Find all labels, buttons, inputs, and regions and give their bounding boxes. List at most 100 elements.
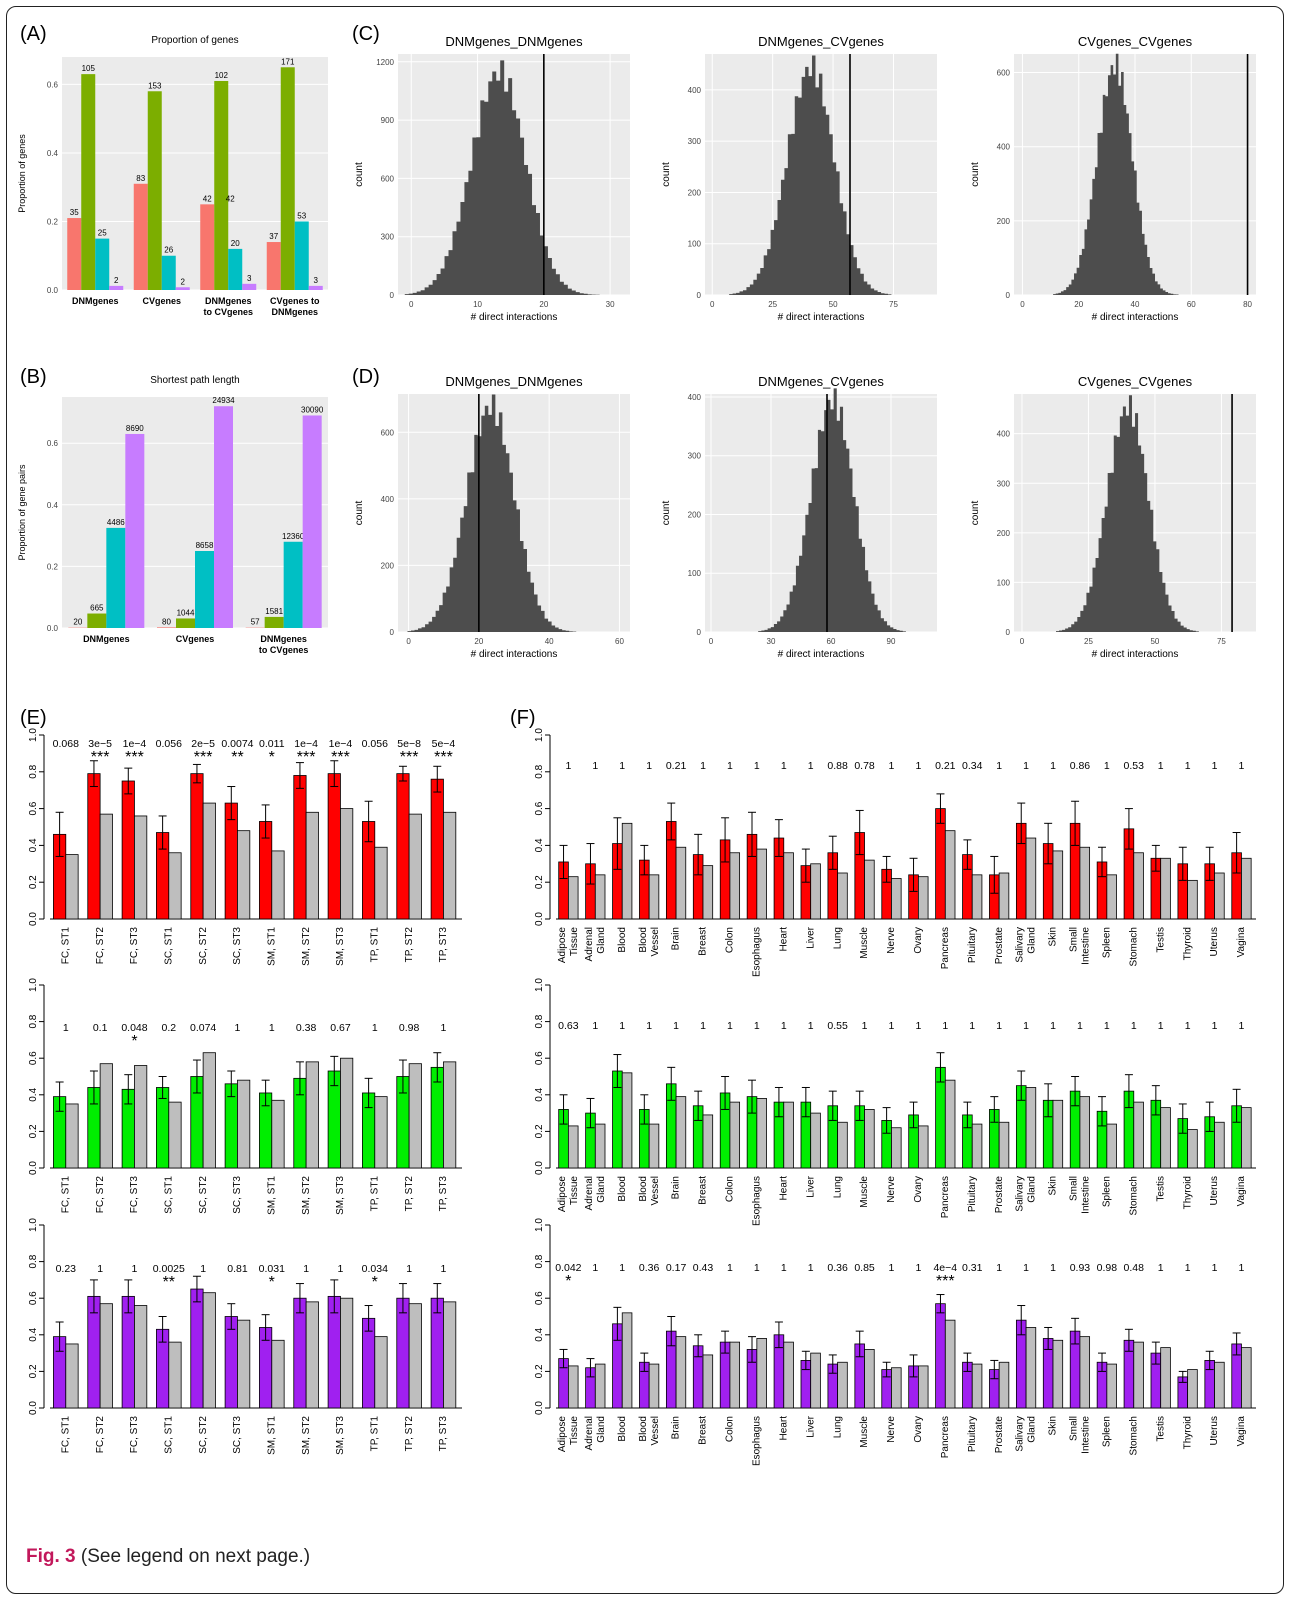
x-tick-label: Gland xyxy=(596,1176,607,1203)
y-tick-label: 0.2 xyxy=(28,1124,39,1138)
bar xyxy=(65,1103,79,1169)
x-tick-label: TP, ST1 xyxy=(369,1416,380,1452)
x-axis-label: # direct interactions xyxy=(1092,312,1179,323)
bar xyxy=(67,218,82,290)
bar xyxy=(214,80,229,290)
bar xyxy=(729,852,741,920)
p-value-label: 1 xyxy=(565,760,571,772)
y-tick-label: 0.4 xyxy=(534,1327,545,1341)
x-tick-label: Heart xyxy=(778,1176,789,1201)
p-value-label: 1 xyxy=(200,1263,206,1275)
bar xyxy=(1160,1347,1171,1409)
bar xyxy=(567,1365,579,1409)
p-value-label: 5e−8 xyxy=(397,738,421,750)
x-tick-label: 25 xyxy=(1084,637,1093,646)
p-value-label: 1 xyxy=(1023,1020,1029,1032)
bar xyxy=(443,1061,457,1169)
y-tick-label: 0.2 xyxy=(28,1364,39,1378)
x-tick-label: Stomach xyxy=(1128,1176,1139,1215)
x-tick-label: Spleen xyxy=(1101,1416,1112,1447)
p-value-label: 1 xyxy=(781,1020,787,1032)
x-tick-label: 0 xyxy=(709,637,714,646)
x-tick-label: TP, ST1 xyxy=(369,1176,380,1212)
bar xyxy=(756,848,767,920)
bar xyxy=(305,1061,319,1169)
bar xyxy=(283,541,303,628)
x-tick-label: Brain xyxy=(671,1176,682,1199)
chart-title: DNMgenes_CVgenes xyxy=(758,374,884,389)
bar xyxy=(837,1361,848,1409)
x-tick-label: Esophagus xyxy=(751,1176,762,1226)
bar xyxy=(1214,1121,1225,1169)
p-value-label: 0.074 xyxy=(190,1022,216,1034)
y-tick-label: 0.6 xyxy=(534,1291,545,1305)
bar xyxy=(1079,1096,1091,1169)
y-tick-label: 0.8 xyxy=(28,764,39,778)
x-tick-label: SC, ST1 xyxy=(163,1416,174,1454)
bar xyxy=(594,1123,606,1169)
p-value-label: 1 xyxy=(441,1263,447,1275)
p-value-label: 5e−4 xyxy=(432,738,456,750)
bar xyxy=(99,813,113,920)
x-axis-label: # direct interactions xyxy=(778,312,865,323)
x-tick-label: 50 xyxy=(1150,637,1159,646)
p-value-label: 1 xyxy=(372,1022,378,1034)
x-tick-label: 0 xyxy=(710,300,715,309)
bar xyxy=(237,1079,251,1169)
bar xyxy=(305,811,319,920)
data-label: 3 xyxy=(314,276,319,285)
y-tick-label: 300 xyxy=(688,452,702,461)
bar xyxy=(917,1365,929,1409)
bar xyxy=(408,1303,422,1409)
bar xyxy=(280,67,295,290)
bar xyxy=(1025,1327,1037,1409)
p-value-label: 1 xyxy=(1158,760,1164,772)
x-tick-label: Spleen xyxy=(1101,1176,1112,1207)
bar xyxy=(293,1297,307,1409)
x-tick-label: Uterus xyxy=(1209,1416,1220,1445)
bar xyxy=(594,874,606,920)
bar xyxy=(1052,850,1064,920)
significance-stars: ** xyxy=(231,749,243,766)
x-tick-label: 60 xyxy=(615,637,624,646)
x-tick-label: TP, ST3 xyxy=(438,1416,449,1452)
x-tick-label: Lung xyxy=(832,1176,843,1198)
bar xyxy=(971,874,983,920)
data-label: 8658 xyxy=(196,541,214,550)
y-tick-label: 0 xyxy=(390,291,395,300)
p-value-label: 1 xyxy=(619,1020,625,1032)
x-tick-label: Vessel xyxy=(650,927,661,956)
p-value-label: 1 xyxy=(889,1020,895,1032)
x-tick-label: DNMgenes xyxy=(260,634,307,644)
x-tick-label: Tissue xyxy=(569,1416,580,1446)
p-value-label: 3e−5 xyxy=(88,738,112,750)
x-tick-label: Stomach xyxy=(1128,927,1139,966)
data-label: 53 xyxy=(297,211,306,220)
p-value-label: 0.042 xyxy=(555,1262,581,1274)
y-tick-label: 0 xyxy=(697,628,702,637)
x-tick-label: TP, ST2 xyxy=(404,927,415,963)
bar xyxy=(308,285,323,290)
p-value-label: 1 xyxy=(1185,760,1191,772)
x-tick-label: Prostate xyxy=(994,1176,1005,1214)
y-tick-label: 0.8 xyxy=(534,764,545,778)
x-tick-label: Brain xyxy=(671,1416,682,1439)
x-tick-label: TP, ST3 xyxy=(438,927,449,963)
bar xyxy=(702,1114,714,1169)
y-tick-label: 200 xyxy=(688,510,702,519)
y-tick-label: 0.4 xyxy=(47,501,59,510)
bar xyxy=(1241,1347,1252,1409)
p-value-label: 1 xyxy=(1185,1020,1191,1032)
x-tick-label: TP, ST2 xyxy=(404,1416,415,1452)
x-tick-label: 25 xyxy=(768,300,777,309)
x-tick-label: Blood xyxy=(617,1176,628,1202)
x-tick-label: FC, ST2 xyxy=(95,1176,106,1214)
x-tick-label: Uterus xyxy=(1209,1176,1220,1205)
x-tick-label: Skin xyxy=(1048,1176,1059,1195)
caption-fig-label: Fig. 3 xyxy=(26,1546,76,1567)
y-tick-label: 0.8 xyxy=(534,1254,545,1268)
data-label: 1044 xyxy=(177,608,195,617)
x-tick-label: Testis xyxy=(1155,1416,1166,1442)
p-value-label: 1 xyxy=(700,1020,706,1032)
bar xyxy=(935,1303,946,1409)
